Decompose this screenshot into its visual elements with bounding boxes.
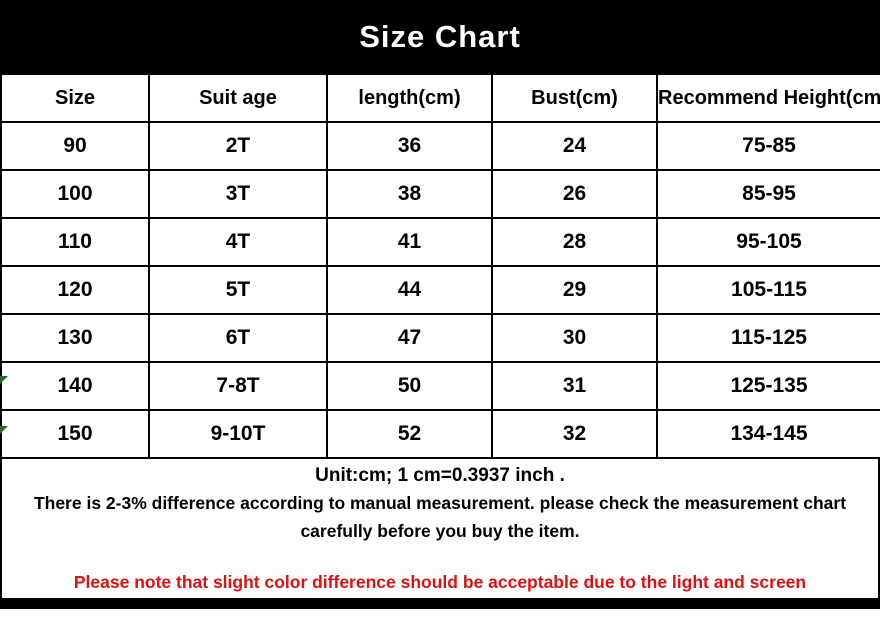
table-cell: 134-145 [656,409,880,459]
table-cell: 30 [491,313,658,363]
table-cell: 5T [148,265,328,315]
table-cell: 50 [326,361,493,411]
table-cell: 26 [491,169,658,219]
color-difference-note: Please note that slight color difference… [73,572,807,592]
column-header-length: length(cm) [326,73,493,123]
table-cell: 6T [148,313,328,363]
table-row: 120 5T 44 29 105-115 [0,265,880,315]
table-cell: 4T [148,217,328,267]
green-corner-marker [0,426,8,434]
table-cell: 130 [0,313,150,363]
table-cell: 2T [148,121,328,171]
table-cell: 32 [491,409,658,459]
table-cell: 44 [326,265,493,315]
size-table: Size Suit age length(cm) Bust(cm) Recomm… [0,73,880,459]
bottom-black-bar [0,598,880,609]
table-cell: 28 [491,217,658,267]
table-cell: 24 [491,121,658,171]
header-row: Size Suit age length(cm) Bust(cm) Recomm… [0,73,880,123]
table-cell: 105-115 [656,265,880,315]
unit-note: Unit:cm; 1 cm=0.3937 inch . [315,465,565,486]
column-header-bust: Bust(cm) [491,73,658,123]
notes-section: Unit:cm; 1 cm=0.3937 inch . There is 2-3… [0,459,880,598]
measurement-note-line2: carefully before you buy the item. [300,521,580,541]
table-cell: 3T [148,169,328,219]
table-cell: 75-85 [656,121,880,171]
table-cell: 110 [0,217,150,267]
table-row: 90 2T 36 24 75-85 [0,121,880,171]
table-row: 100 3T 38 26 85-95 [0,169,880,219]
column-header-size: Size [0,73,150,123]
table-row: 130 6T 47 30 115-125 [0,313,880,363]
table-row: 140 7-8T 50 31 125-135 [0,361,880,411]
table-cell: 90 [0,121,150,171]
table-cell: 9-10T [148,409,328,459]
table-row: 150 9-10T 52 32 134-145 [0,409,880,459]
table-cell: 38 [326,169,493,219]
table-cell: 140 [0,361,150,411]
green-corner-marker [0,376,8,384]
title-banner: Size Chart [0,0,880,73]
table-cell: 7-8T [148,361,328,411]
table-cell: 31 [491,361,658,411]
table-row: 110 4T 41 28 95-105 [0,217,880,267]
table-cell: 125-135 [656,361,880,411]
table-cell: 150 [0,409,150,459]
column-header-recommend-height: Recommend Height(cm) [656,73,880,123]
table-cell: 52 [326,409,493,459]
table-cell: 36 [326,121,493,171]
table-cell: 47 [326,313,493,363]
table-cell: 85-95 [656,169,880,219]
table-cell: 120 [0,265,150,315]
table-cell: 115-125 [656,313,880,363]
table-cell: 41 [326,217,493,267]
table-cell: 95-105 [656,217,880,267]
table-cell: 100 [0,169,150,219]
page-title: Size Chart [359,18,521,54]
table-cell: 29 [491,265,658,315]
measurement-note-line1: There is 2-3% difference according to ma… [33,493,847,513]
column-header-suit-age: Suit age [148,73,328,123]
